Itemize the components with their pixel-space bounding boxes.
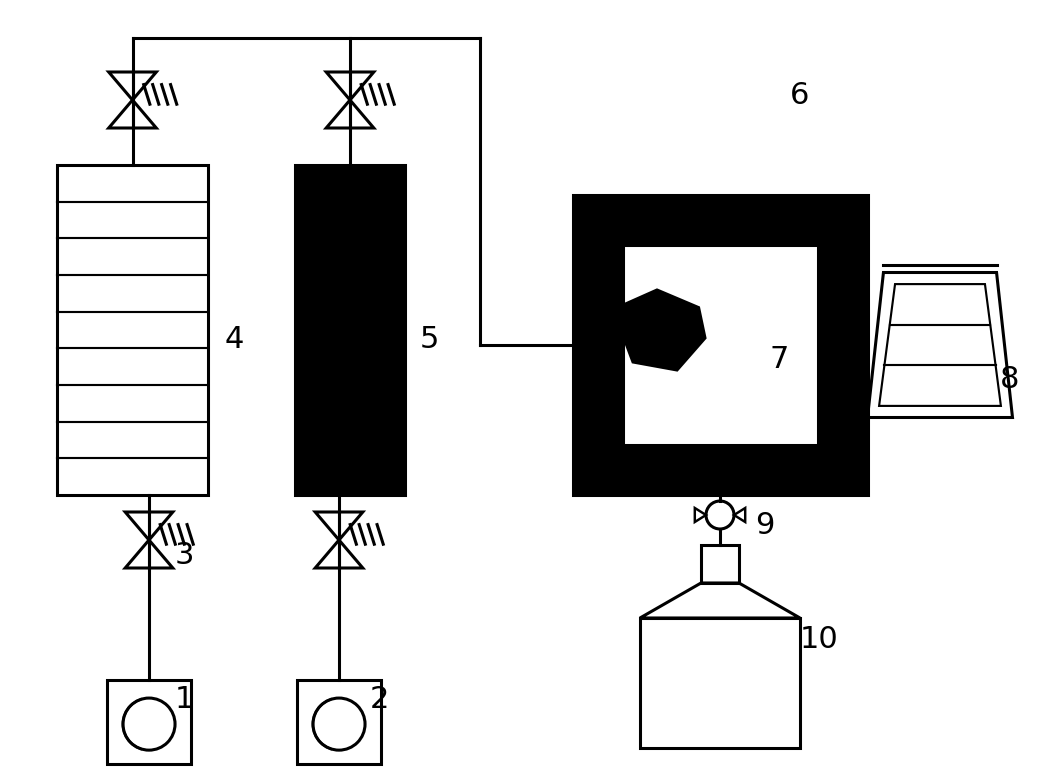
Text: 10: 10 (800, 626, 839, 654)
Text: 4: 4 (225, 325, 244, 354)
Bar (57, 165, 208, 495)
Text: 8: 8 (1000, 366, 1020, 394)
Text: 5: 5 (420, 325, 439, 354)
Polygon shape (621, 290, 705, 370)
Text: 7: 7 (770, 345, 789, 374)
Text: 1: 1 (175, 686, 195, 715)
Text: 2: 2 (370, 686, 389, 715)
Bar (622, 245, 818, 445)
Text: 3: 3 (175, 541, 195, 570)
Bar (701, 545, 738, 583)
Bar (572, 195, 868, 495)
Bar (295, 165, 405, 495)
Bar (640, 618, 800, 748)
Bar (297, 680, 381, 764)
Text: 6: 6 (790, 81, 809, 110)
Text: 9: 9 (755, 511, 774, 539)
Bar (107, 680, 191, 764)
